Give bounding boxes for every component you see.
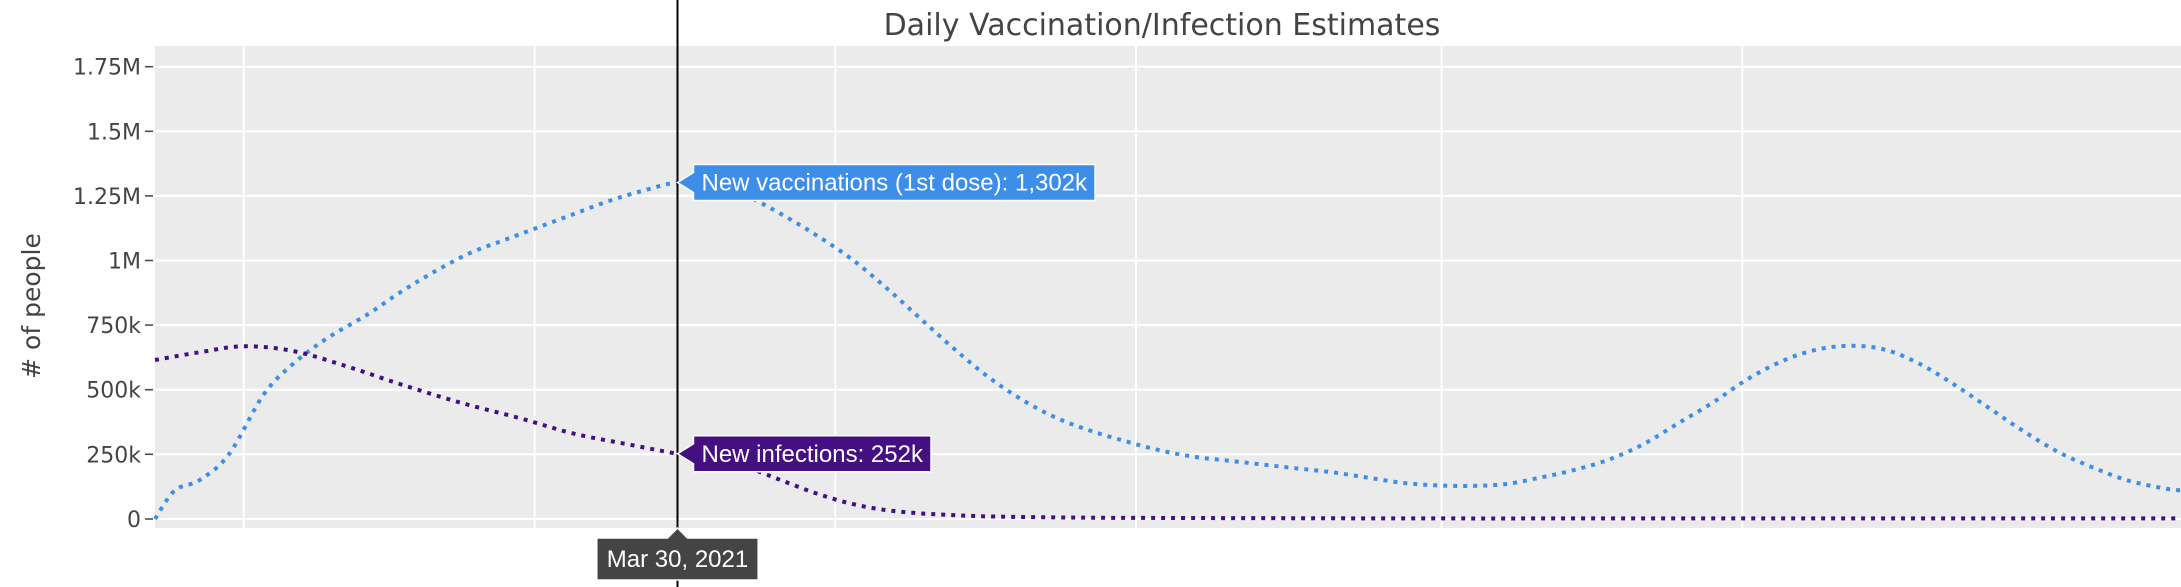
y-axis-label: # of people	[17, 233, 46, 379]
y-tick-label-1: 250k	[86, 443, 141, 468]
y-tick-label-3: 750k	[86, 314, 141, 339]
series-line-1[interactable]	[154, 344, 2181, 521]
y-axis: 0 250k 500k 750k 1M 1.25M 1.5M 1.75M	[73, 56, 153, 533]
hover-label-box-1	[676, 435, 932, 473]
hover-label-1: New infections: 252k	[702, 441, 924, 468]
x-gridlines	[242, 46, 1744, 528]
hover-date-label: Mar 30, 2021	[607, 546, 748, 573]
hover-layer: New vaccinations (1st dose): 1,302k New i…	[596, 0, 1096, 587]
chart-title: Daily Vaccination/Infection Estimates	[884, 8, 1441, 43]
hover-label-0: New vaccinations (1st dose): 1,302k	[702, 170, 1089, 197]
series-line-0[interactable]	[153, 179, 2181, 521]
y-tick-label-5: 1.25M	[73, 185, 141, 210]
hover-label-box-0	[676, 163, 1096, 202]
y-tick-label-0: 0	[127, 508, 141, 533]
plot-background	[155, 46, 2181, 528]
y-tick-label-6: 1.5M	[87, 120, 141, 145]
y-tick-label-2: 500k	[86, 379, 141, 404]
y-gridlines	[155, 65, 2181, 520]
y-tick-label-4: 1M	[108, 250, 141, 275]
hover-date-box	[596, 526, 759, 581]
y-tick-label-7: 1.75M	[73, 56, 141, 81]
series-lines[interactable]	[153, 179, 2181, 521]
